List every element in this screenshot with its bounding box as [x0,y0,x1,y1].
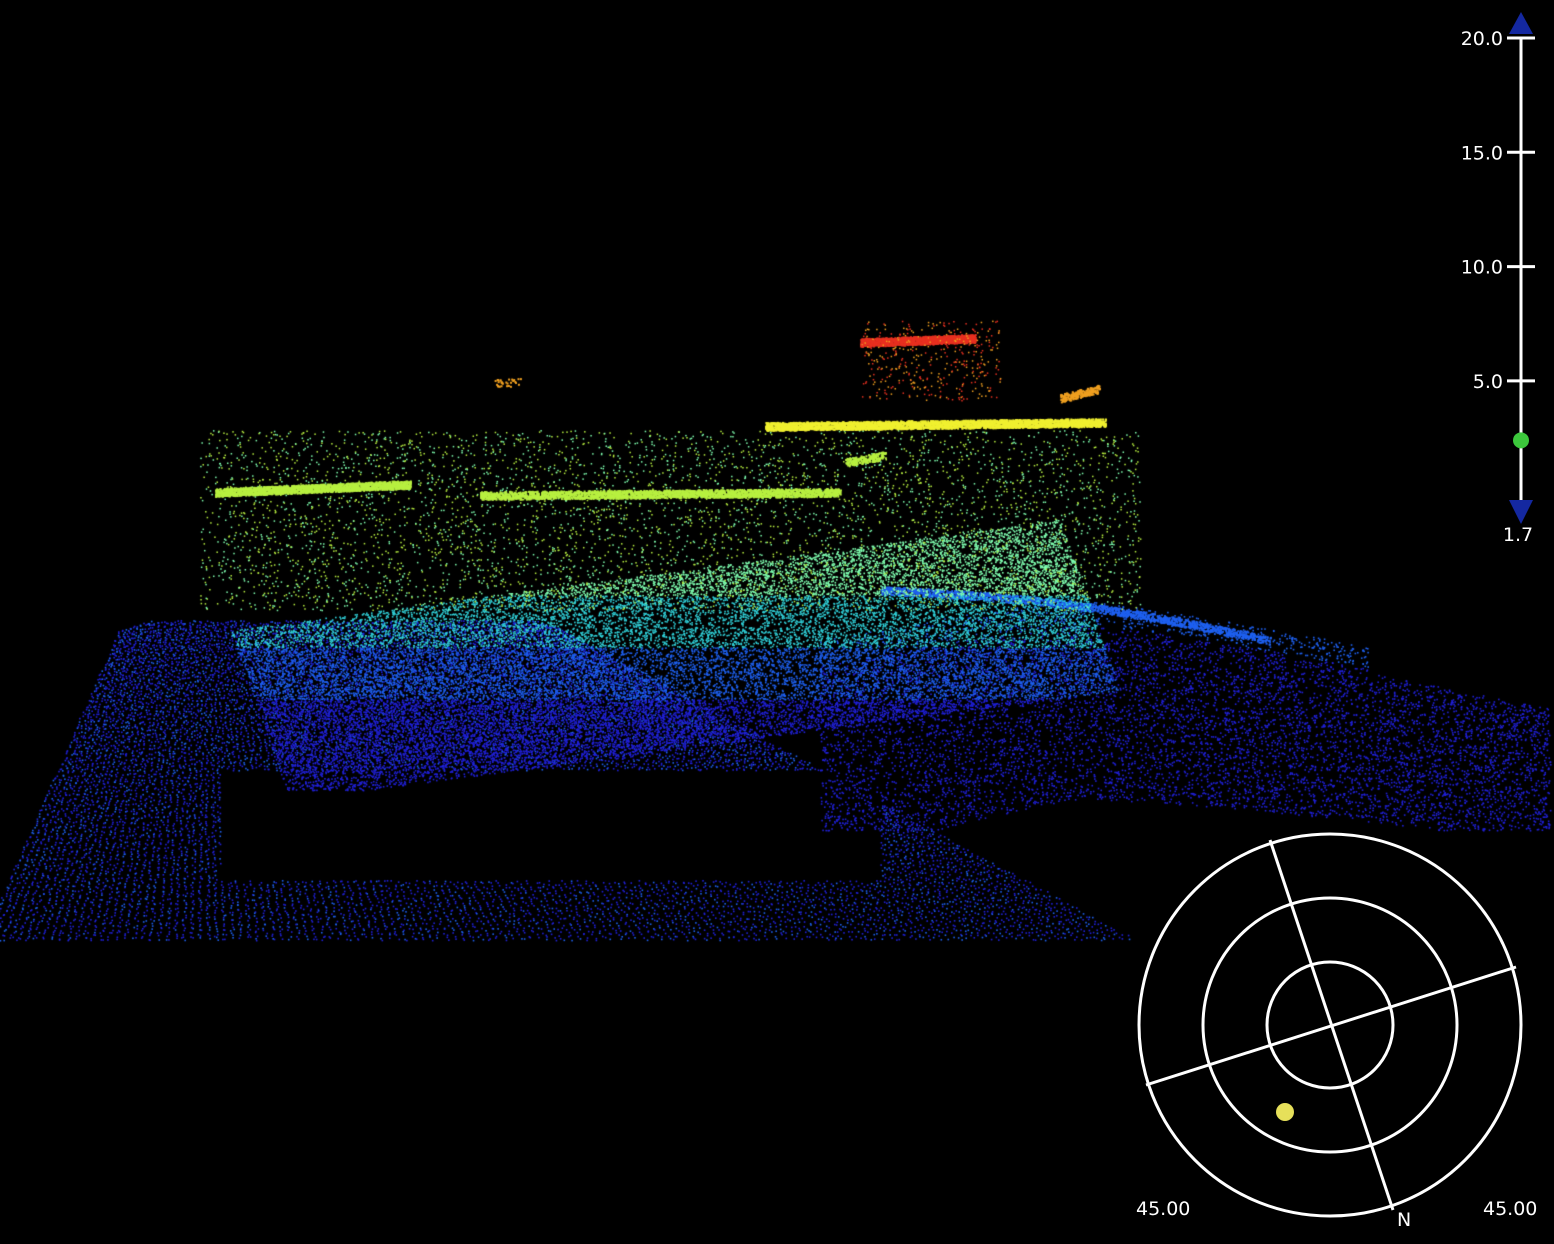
scale-max-arrow-icon[interactable] [1509,12,1533,34]
viewer-position-marker[interactable] [1276,1103,1294,1121]
compass-north-label: N [1397,1209,1411,1231]
compass-outer-ring [1137,832,1523,1218]
right-angle-readout: 45.00 [1483,1198,1538,1220]
left-angle-readout: 45.00 [1136,1198,1191,1220]
level-slider-handle[interactable] [1513,432,1529,449]
compass-middle-ring [1201,896,1459,1154]
scale-min-arrow-icon[interactable] [1509,500,1533,524]
compass-east-axis [1145,965,1517,1087]
compass-inner-ring [1265,960,1395,1090]
orientation-compass[interactable]: N [1120,820,1540,1240]
